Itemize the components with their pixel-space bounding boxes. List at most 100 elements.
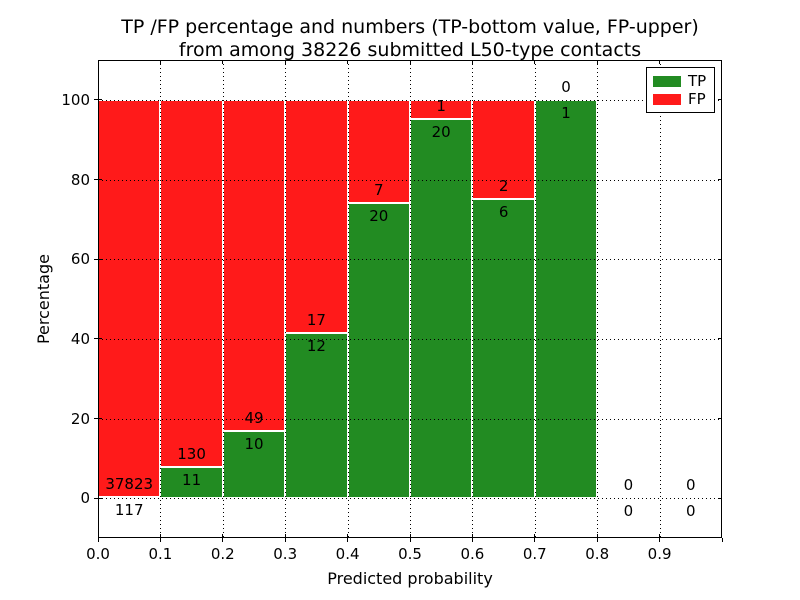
- gridline-vertical: [222, 60, 224, 538]
- gridline-vertical: [534, 60, 536, 538]
- gridline-vertical: [410, 60, 411, 538]
- x-axis-label: Predicted probability: [327, 569, 493, 588]
- bar-count-label-fp: 0: [623, 476, 634, 495]
- chart-title-line1: TP /FP percentage and numbers (TP-bottom…: [121, 16, 699, 38]
- y-tick-mark: [718, 338, 722, 340]
- y-tick-mark: [718, 497, 722, 499]
- x-tick-mark: [409, 538, 411, 542]
- gridline-vertical: [347, 60, 349, 538]
- bar-tp-segment: [222, 430, 286, 499]
- x-tick-mark: [534, 60, 536, 64]
- bar-count-label-fp: 17: [306, 311, 326, 330]
- y-tick-mark: [98, 179, 102, 180]
- bar-count-label-fp: 2: [498, 177, 509, 196]
- bar-tp-segment: [160, 467, 223, 499]
- x-tick-label: 0.3: [273, 545, 298, 563]
- y-tick-label: 20: [70, 409, 90, 428]
- y-tick-label: 60: [70, 250, 90, 269]
- bar-count-label-fp: 7: [374, 181, 384, 200]
- legend: TP FP: [646, 67, 715, 113]
- x-tick-mark: [721, 538, 723, 542]
- chart-title-line2: from among 38226 submitted L50-type cont…: [178, 39, 642, 61]
- x-tick-mark: [596, 534, 598, 538]
- x-tick-mark: [284, 538, 286, 542]
- bar-count-label-tp: 10: [244, 434, 264, 453]
- y-tick-label: 80: [70, 170, 90, 189]
- y-tick-mark: [98, 338, 102, 340]
- x-tick-mark: [409, 60, 411, 64]
- x-tick-mark: [284, 60, 286, 64]
- y-tick-mark: [94, 258, 98, 260]
- y-tick-mark: [718, 418, 722, 419]
- bar-fp-segment: [347, 99, 410, 204]
- bar-tp-segment: [410, 118, 473, 499]
- x-tick-label: 0.4: [335, 545, 360, 563]
- bar-tp-segment: [347, 203, 410, 499]
- gridline-vertical: [597, 60, 599, 538]
- x-tick-mark: [159, 534, 161, 538]
- x-tick-mark: [284, 534, 286, 538]
- x-tick-mark: [471, 60, 473, 64]
- bar-count-label-tp: 12: [306, 337, 326, 356]
- gridline-vertical: [285, 60, 287, 538]
- bar-count-label-tp: 117: [114, 500, 144, 519]
- x-tick-mark: [347, 534, 349, 538]
- x-tick-mark: [471, 534, 473, 538]
- bar-tp-segment: [472, 199, 535, 499]
- bar-count-label-fp: 0: [686, 476, 696, 495]
- x-tick-mark: [409, 534, 411, 538]
- legend-swatch-tp-icon: [653, 75, 681, 87]
- bar-tp-segment: [534, 99, 598, 499]
- bar-count-label-fp: 130: [177, 445, 206, 464]
- x-tick-label: 0.1: [148, 545, 173, 563]
- x-tick-mark: [659, 60, 661, 64]
- x-tick-label: 0.9: [647, 545, 672, 563]
- bar-count-label-fp: 1: [436, 96, 446, 115]
- gridline-vertical: [659, 60, 661, 538]
- x-tick-mark: [222, 534, 224, 538]
- x-tick-label: 0.7: [522, 545, 547, 563]
- x-tick-mark: [159, 538, 161, 542]
- y-tick-mark: [718, 179, 722, 180]
- y-tick-mark: [718, 99, 722, 101]
- x-tick-label: 0.6: [460, 545, 485, 563]
- bar-count-label-tp: 0: [623, 502, 634, 521]
- x-tick-label: 0.8: [585, 545, 610, 563]
- x-tick-mark: [659, 534, 661, 538]
- x-tick-mark: [347, 60, 349, 64]
- bar-fp-segment: [222, 99, 286, 431]
- bar-fp-segment: [160, 99, 223, 468]
- y-tick-label: 0: [80, 489, 90, 508]
- x-tick-mark: [222, 60, 224, 64]
- y-tick-mark: [94, 338, 98, 340]
- x-tick-label: 0.0: [86, 545, 110, 563]
- y-tick-mark: [98, 418, 102, 419]
- y-tick-label: 100: [61, 90, 90, 109]
- legend-label-fp: FP: [688, 89, 706, 108]
- x-tick-mark: [534, 534, 536, 538]
- legend-label-tp: TP: [688, 71, 707, 90]
- bar-count-label-tp: 11: [182, 471, 202, 490]
- y-tick-mark: [98, 99, 102, 101]
- bar-tp-segment: [285, 333, 348, 499]
- bar-count-label-tp: 1: [561, 103, 571, 122]
- x-tick-mark: [347, 538, 349, 542]
- gridline-vertical: [160, 60, 162, 538]
- x-tick-mark: [596, 60, 598, 64]
- x-tick-label: 0.5: [398, 545, 422, 563]
- bar-count-label-tp: 0: [686, 502, 696, 521]
- legend-item-fp: FP: [653, 89, 708, 108]
- bar-count-label-tp: 20: [431, 122, 451, 141]
- plot-area: 37823 117 130 11 49 10 17 12 7 20 1 20 2 6 0 1 0 0 0 0: [94, 60, 723, 542]
- y-tick-mark: [94, 99, 98, 101]
- x-tick-mark: [222, 538, 224, 542]
- x-tick-mark: [534, 538, 536, 542]
- x-tick-mark: [659, 538, 661, 542]
- y-tick-mark: [94, 418, 98, 419]
- legend-swatch-fp-icon: [653, 93, 681, 105]
- y-tick-mark: [94, 179, 98, 180]
- bar-fp-segment: [98, 99, 161, 497]
- bar-count-label-tp: 20: [369, 207, 389, 226]
- y-tick-label: 40: [70, 329, 90, 348]
- y-tick-mark: [718, 258, 722, 260]
